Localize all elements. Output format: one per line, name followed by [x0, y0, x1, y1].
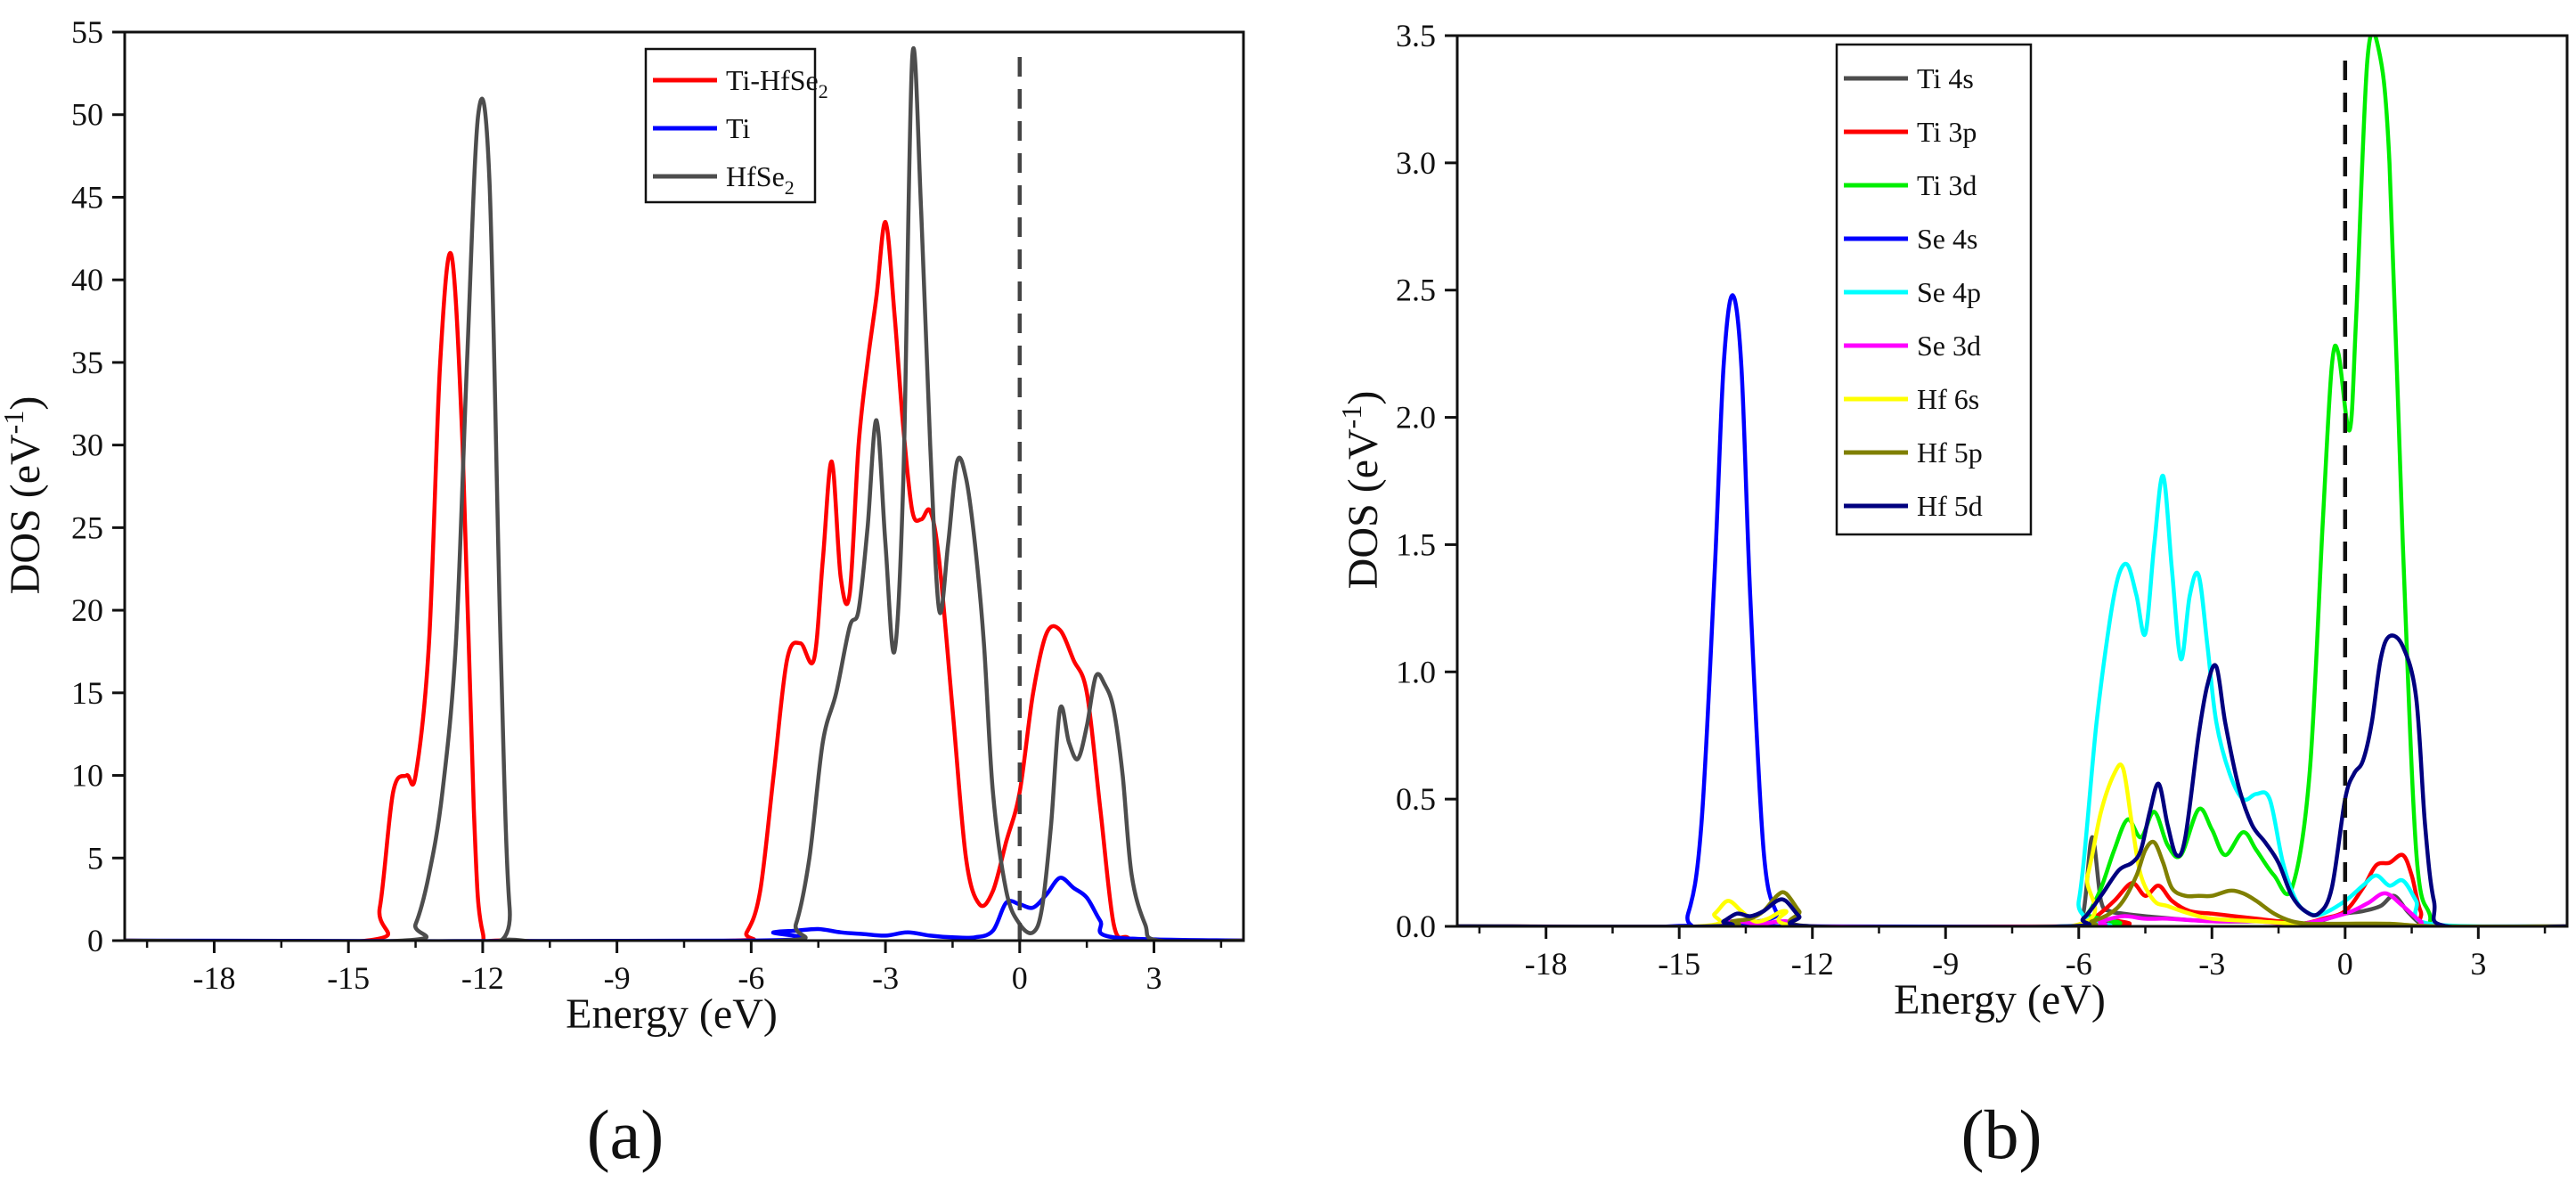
legend-label: Hf 6s: [1917, 383, 1979, 415]
y-axis-title: DOS (eV-1): [0, 396, 49, 595]
y-tick-label: 15: [71, 675, 103, 711]
legend-label: Hf 5d: [1917, 490, 1983, 522]
x-tick-label: 0: [1012, 960, 1028, 996]
series-line-ti-hfse2: [125, 220, 1243, 941]
legend-label: Hf 5p: [1917, 436, 1983, 469]
x-tick-label: -15: [327, 960, 370, 996]
legend-label: Ti 4s: [1917, 62, 1974, 94]
legend-label: Se 4s: [1917, 223, 1977, 255]
y-tick-label: 45: [71, 179, 103, 215]
x-tick-label: 0: [2337, 946, 2353, 982]
series-line-ti-3d: [1457, 36, 2567, 926]
x-tick-label: -9: [1932, 946, 1959, 982]
panel-b: -18 -15 -12 -9 -6 -3 0 3 0.0 0.5 1.0 1.5 2.0 2.5 3.0 3.…: [1335, 18, 2569, 1173]
y-tick-label: 55: [71, 14, 103, 50]
x-axis-title: Energy (eV): [1894, 976, 2106, 1023]
x-axis-title: Energy (eV): [566, 990, 778, 1038]
y-tick-label: 40: [71, 262, 103, 298]
series-line-ti-3p: [1457, 852, 2567, 926]
legend-label: Ti: [726, 112, 750, 144]
y-tick-label: 35: [71, 345, 103, 380]
y-tick-label: 0.5: [1396, 781, 1436, 817]
y-tick-label: 5: [87, 840, 103, 876]
y-tick-label: 1.5: [1396, 526, 1436, 562]
x-tick-label: 3: [2470, 946, 2486, 982]
series-line-ti: [125, 876, 1243, 941]
series-line-hf-5d: [1457, 633, 2567, 926]
series-line-hfse2: [125, 46, 1243, 941]
legend-label: Se 4p: [1917, 276, 1981, 308]
legend-label: Se 3d: [1917, 330, 1981, 362]
y-tick-label: 50: [71, 97, 103, 133]
y-tick-label: 25: [71, 509, 103, 545]
legend-label: HfSe2: [726, 160, 795, 199]
x-tick-label: -12: [461, 960, 504, 996]
y-tick-label: 0: [87, 923, 103, 958]
series-line-ti-4s: [1457, 835, 2567, 926]
panel-label: (b): [1961, 1096, 2042, 1173]
y-tick-label: 2.0: [1396, 400, 1436, 436]
y-tick-label: 2.5: [1396, 273, 1436, 308]
legend-label: Ti 3d: [1917, 169, 1977, 201]
series-line-se-3d: [1457, 891, 2567, 926]
y-tick-label: 3.5: [1396, 18, 1436, 53]
y-axis-title: DOS (eV-1): [1335, 391, 1387, 590]
y-tick-label: 10: [71, 758, 103, 794]
y-tick-label: 20: [71, 592, 103, 628]
x-tick-label: -15: [1658, 946, 1700, 982]
x-tick-label: -3: [2198, 946, 2225, 982]
x-tick-label: -18: [192, 960, 235, 996]
y-tick-label: 1.0: [1396, 654, 1436, 689]
legend-label: Ti-HfSe2: [726, 64, 828, 102]
series-group: [125, 46, 1243, 941]
legend-label: Ti 3p: [1917, 116, 1977, 148]
x-tick-label: 3: [1146, 960, 1162, 996]
panel-label: (a): [587, 1096, 664, 1173]
x-tick-label: -3: [872, 960, 899, 996]
series-line-se-4p: [1457, 474, 2567, 926]
x-tick-label: -12: [1791, 946, 1834, 982]
y-tick-label: 30: [71, 428, 103, 463]
x-tick-label: -9: [604, 960, 631, 996]
panel-a: -18 -15 -12 -9 -6 -3 0 30510152025303540455055E…: [0, 14, 1245, 1173]
x-tick-label: -18: [1525, 946, 1568, 982]
y-tick-label: 0.0: [1396, 909, 1436, 944]
x-tick-label: -6: [738, 960, 764, 996]
y-tick-label: 3.0: [1396, 145, 1436, 181]
x-tick-label: -6: [2066, 946, 2092, 982]
